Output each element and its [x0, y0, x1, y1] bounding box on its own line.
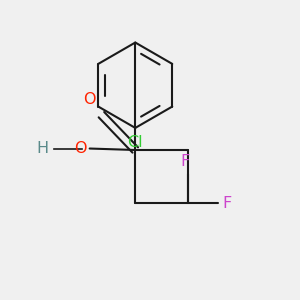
- Text: H: H: [36, 141, 48, 156]
- Text: O: O: [83, 92, 95, 107]
- Text: Cl: Cl: [128, 135, 143, 150]
- Text: O: O: [74, 141, 87, 156]
- Text: F: F: [181, 154, 190, 169]
- Text: F: F: [222, 196, 231, 211]
